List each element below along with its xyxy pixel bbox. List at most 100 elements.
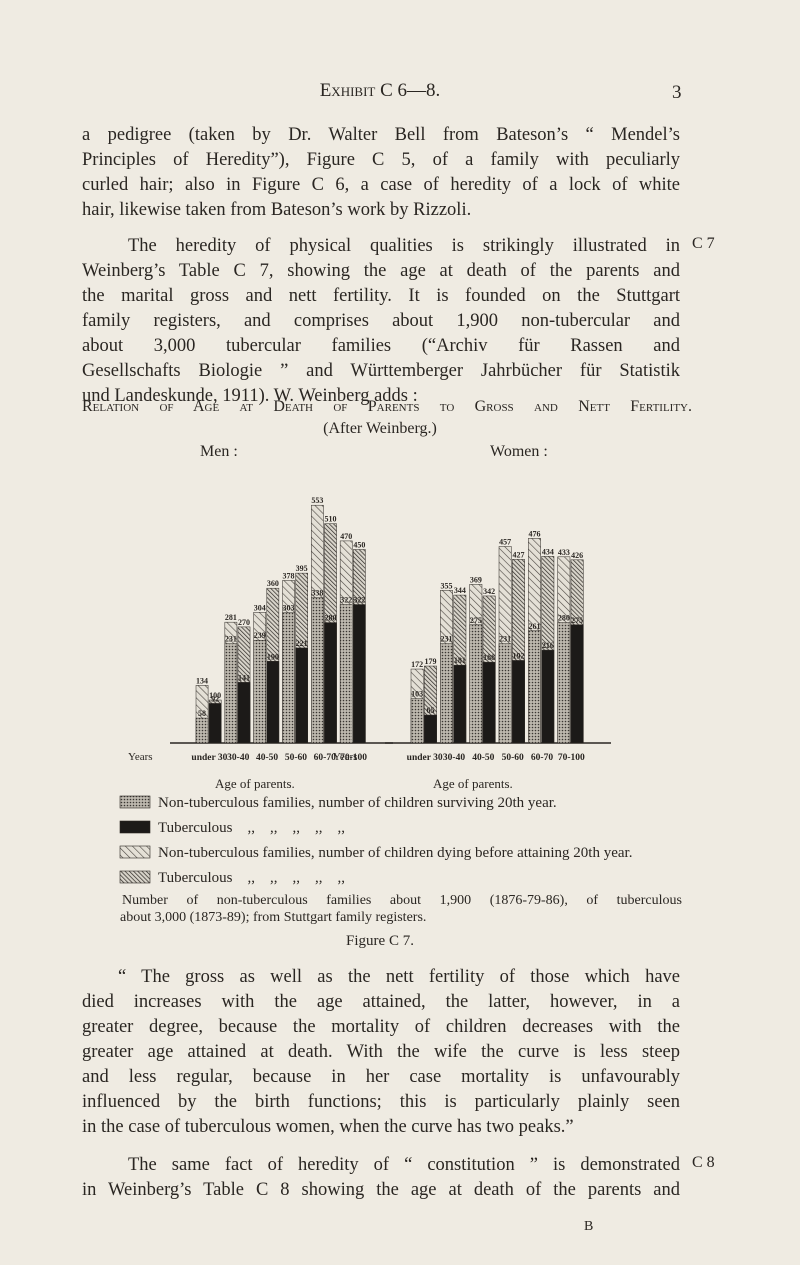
bar (295, 647, 308, 744)
text-line: Principles of Heredity”), Figure C 5, of… (82, 150, 680, 170)
x-axis-prefix: Years (333, 751, 358, 763)
text-line: and less regular, because in her case mo… (82, 1067, 680, 1087)
text-line: The same fact of heredity of “ constitut… (128, 1155, 680, 1175)
bar (208, 703, 222, 744)
figure-title: Relation of Age at Death of Parents to G… (82, 398, 692, 415)
bar-value-label: 304 (254, 603, 266, 612)
text-line: in the case of tuberculous women, when t… (82, 1117, 574, 1137)
bar-value-label: 103 (411, 690, 423, 699)
bar-value-label: 280 (558, 614, 570, 623)
bar-value-label: 100 (209, 691, 221, 700)
bar-value-label: 261 (528, 622, 540, 631)
bar-value-label: 360 (267, 579, 279, 588)
bar (570, 624, 584, 744)
bar-value-label: 395 (296, 564, 308, 573)
legend-label: Non-tuberculous families, number of chil… (158, 845, 632, 861)
bar (195, 717, 209, 744)
bar (512, 660, 525, 744)
bar-value-label: 450 (353, 541, 365, 550)
text-line: curled hair; also in Figure C 6, a case … (82, 175, 680, 195)
bar (253, 639, 267, 744)
bar-value-label: 239 (254, 631, 266, 640)
text-line: influenced by the birth functions; this … (82, 1092, 680, 1112)
bar-value-label: 216 (542, 641, 554, 650)
bar (282, 612, 295, 744)
bar (469, 624, 483, 744)
bar-value-label: 427 (512, 550, 524, 559)
bar (266, 661, 280, 744)
figure-note: Number of non-tuberculous families about… (122, 893, 682, 908)
bar-value-label: 92 (211, 694, 219, 703)
x-tick-label: 60-70 (531, 753, 553, 763)
x-tick-label: 30-40 (227, 753, 249, 763)
x-axis-prefix: Years (128, 751, 153, 763)
signature-mark: B (584, 1219, 594, 1234)
figure-caption: Figure C 7. (346, 933, 414, 949)
x-tick-label: 30-40 (443, 753, 465, 763)
bar (440, 643, 453, 744)
bar-value-label: 181 (454, 656, 466, 665)
bar-value-label: 221 (296, 639, 308, 648)
bar-value-label: 322 (340, 596, 352, 605)
bar (528, 630, 541, 744)
bar (410, 698, 424, 744)
text-line: in Weinberg’s Table C 8 showing the age … (82, 1180, 680, 1200)
x-tick-label: 70-100 (340, 753, 367, 763)
text-line: family registers, and comprises about 1,… (82, 311, 680, 331)
bar (424, 714, 437, 744)
figure-note: about 3,000 (1873-89); from Stuttgart fa… (120, 910, 427, 925)
legend-swatch (119, 870, 151, 884)
bar (237, 682, 251, 744)
text-line: “ The gross as well as the nett fertilit… (118, 967, 680, 987)
bar (311, 597, 324, 744)
legend-swatch (119, 795, 151, 809)
x-tick-label: under 30 (191, 753, 227, 763)
running-head: Exhibit C 6—8. (319, 80, 441, 101)
bar-value-label: 378 (283, 571, 295, 580)
bar-value-label: 275 (470, 616, 482, 625)
bar-value-label: 303 (283, 604, 295, 613)
bar-value-label: 281 (225, 613, 237, 622)
bar (224, 643, 238, 744)
bar-value-label: 270 (238, 618, 250, 627)
chart-label: Men : (200, 443, 238, 460)
text-line: und Landeskunde, 1911). W. Weinberg adds… (82, 386, 418, 406)
bar-value-label: 426 (571, 551, 583, 560)
text-line: The heredity of physical qualities is st… (128, 236, 680, 256)
bar (557, 622, 571, 744)
bar-value-label: 231 (225, 635, 237, 644)
page-number: 3 (672, 82, 682, 103)
x-tick-label: 40-50 (256, 753, 278, 763)
x-tick-label: under 30 (407, 753, 443, 763)
x-axis-label: Age of parents. (433, 776, 513, 791)
x-tick-label: 40-50 (472, 753, 494, 763)
bar-value-label: 322 (353, 596, 365, 605)
margin-note: C 7 (692, 235, 715, 252)
legend-label: Tuberculous ,, ,, ,, ,, ,, (158, 870, 345, 886)
text-line: the marital gross and nett fertility. It… (82, 286, 680, 306)
bar-value-label: 231 (440, 635, 452, 644)
bar-value-label: 433 (558, 548, 570, 557)
bar (339, 604, 353, 744)
figure-subtitle: (After Weinberg.) (323, 420, 437, 437)
bar-value-label: 231 (499, 635, 511, 644)
bar-value-label: 65 (426, 706, 434, 715)
bar-value-label: 179 (424, 657, 436, 666)
bar-value-label: 190 (267, 652, 279, 661)
bar-value-label: 553 (311, 496, 323, 505)
bar-value-label: 355 (440, 581, 452, 590)
x-tick-label: 50-60 (285, 753, 307, 763)
bar-value-label: 338 (311, 589, 323, 598)
bar (324, 622, 337, 744)
text-line: a pedigree (taken by Dr. Walter Bell fro… (82, 125, 680, 145)
text-line: greater age attained at death. With the … (82, 1042, 680, 1062)
x-tick-label: 70-100 (558, 753, 585, 763)
bar-value-label: 134 (196, 676, 208, 685)
x-tick-label: 60-70 (314, 753, 336, 763)
bar-value-label: 275 (571, 616, 583, 625)
text-line: hair, likewise taken from Bateson’s work… (82, 200, 472, 220)
x-tick-label: 50-60 (502, 753, 524, 763)
bar-value-label: 369 (470, 575, 482, 584)
